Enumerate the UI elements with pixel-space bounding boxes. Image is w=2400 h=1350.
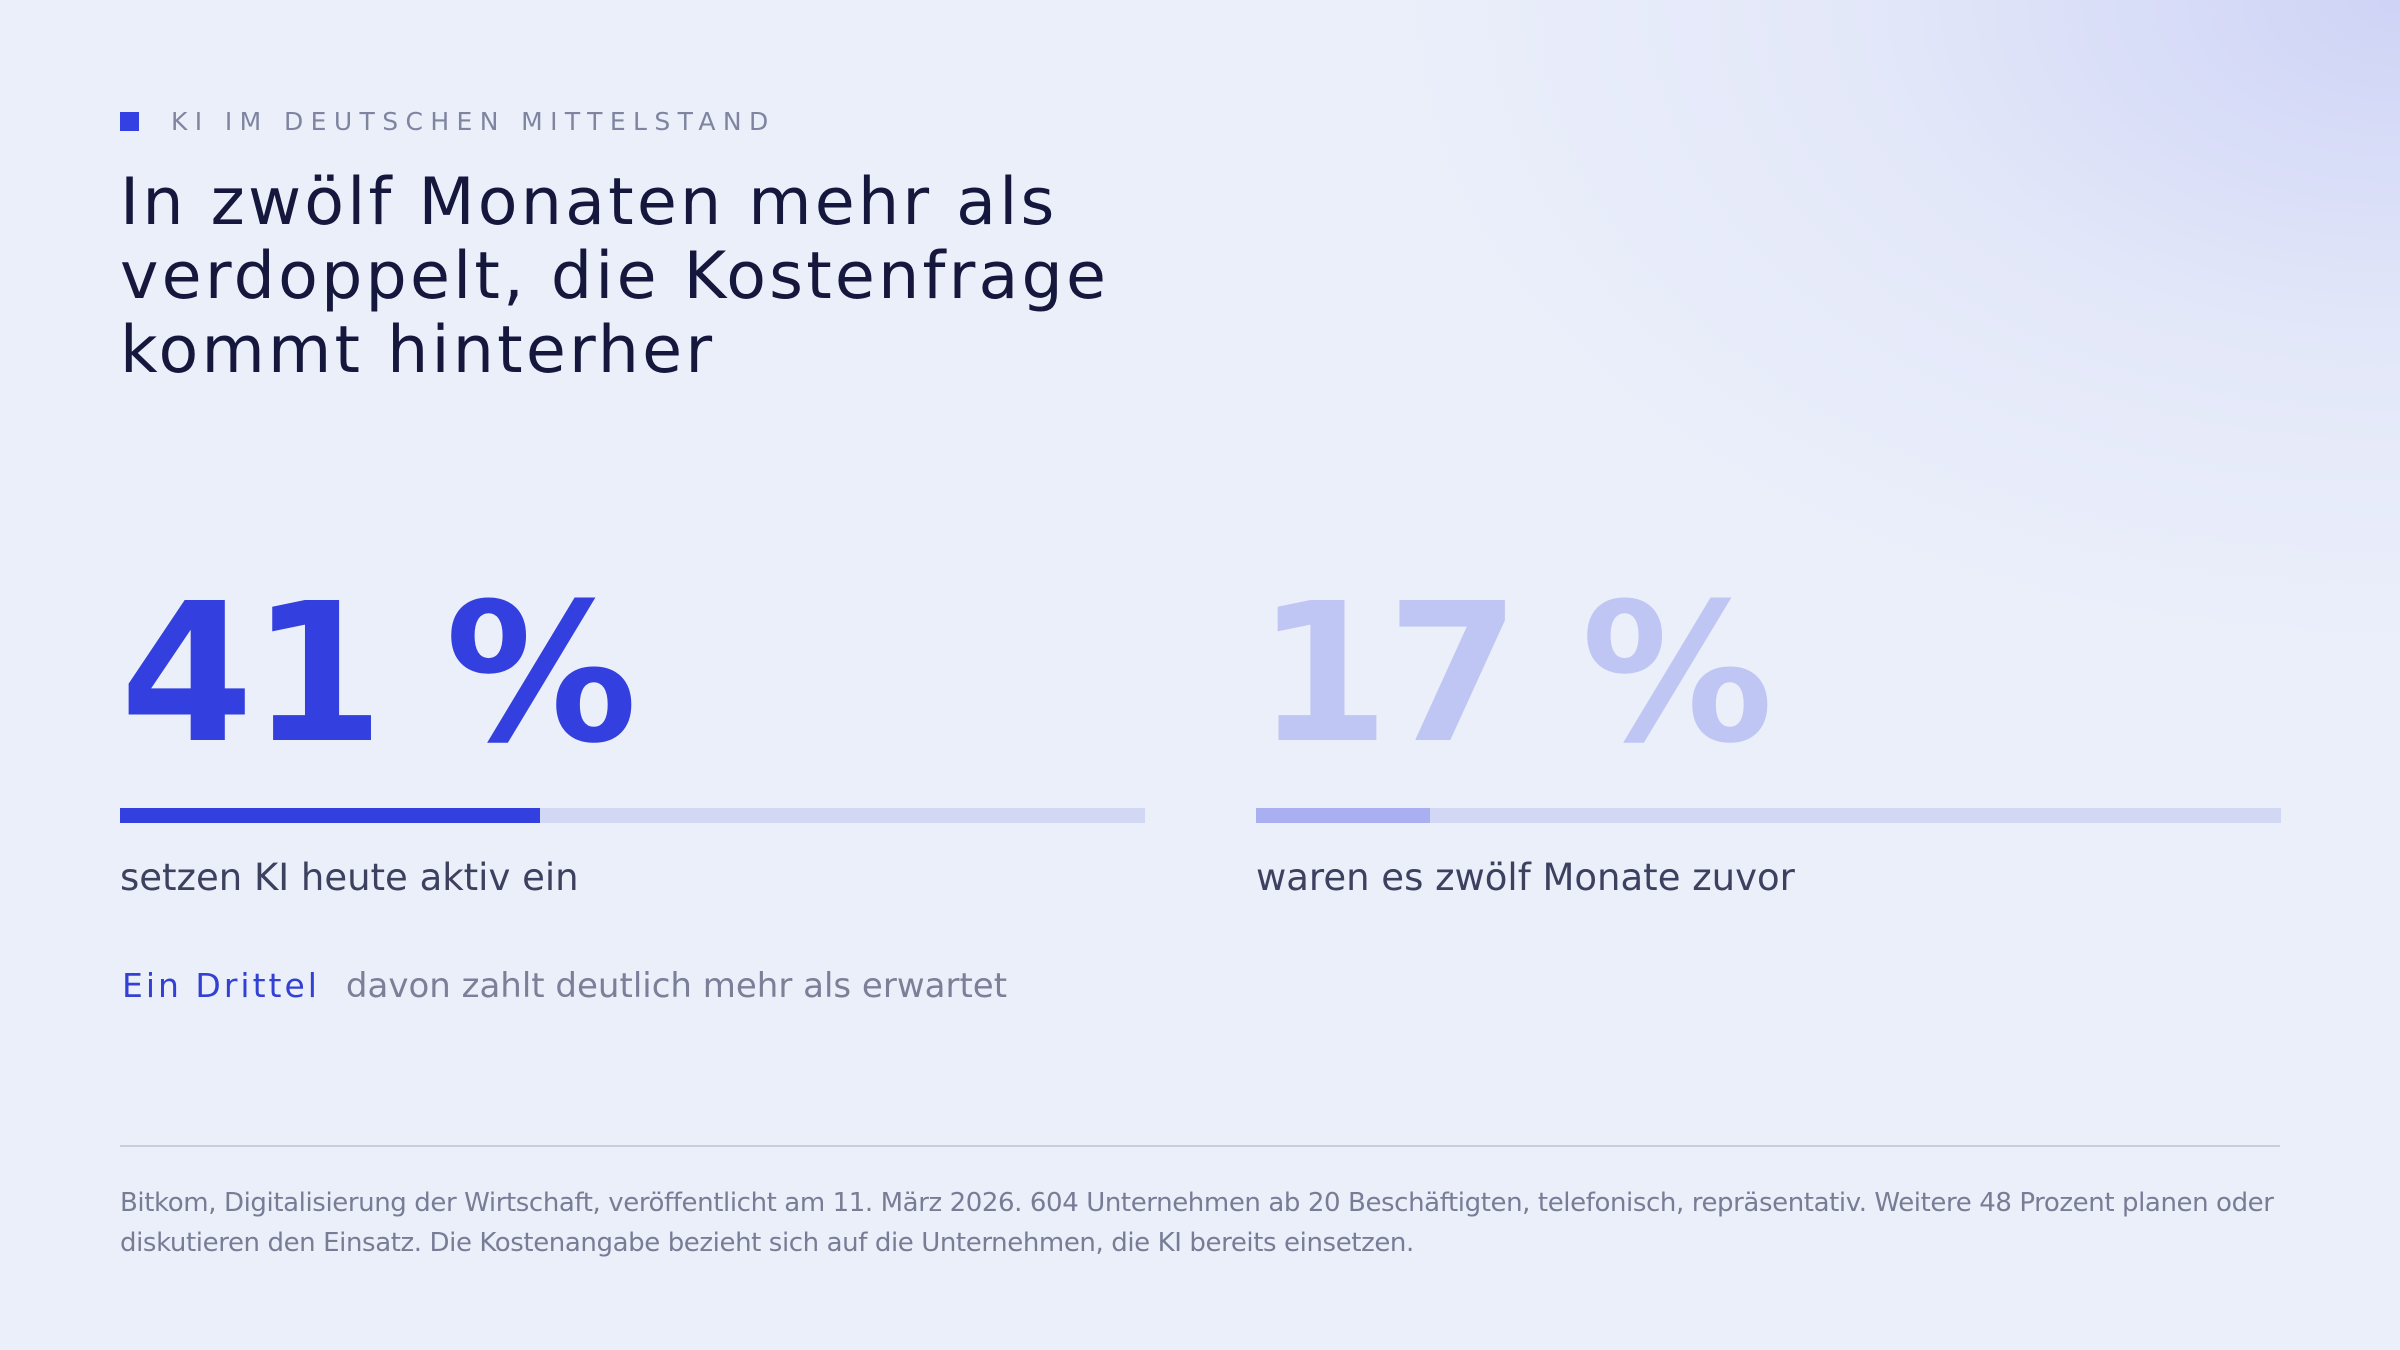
stat-current-bar-track [120, 808, 1145, 823]
cost-note-text: davon zahlt deutlich mehr als erwartet [345, 966, 1008, 1006]
source-note: Bitkom, Digitalisierung der Wirtschaft, … [120, 1188, 2274, 1258]
stat-previous-bar-fill [1256, 808, 1431, 823]
eyebrow: KI IM DEUTSCHEN MITTELSTAND [120, 104, 776, 138]
stat-current-label: setzen KI heute aktiv ein [120, 856, 579, 899]
stat-previous-value: 17 % [1256, 563, 1773, 786]
cost-note: Ein Drittel davon zahlt deutlich mehr al… [122, 966, 1007, 1006]
eyebrow-text: KI IM DEUTSCHEN MITTELSTAND [171, 106, 776, 136]
stat-previous-bar-track [1256, 808, 2281, 823]
stat-previous-label: waren es zwölf Monate zuvor [1256, 856, 1795, 899]
stat-current-value: 41 % [120, 563, 637, 786]
page-title: In zwölf Monaten mehr als verdoppelt, di… [120, 165, 1110, 388]
cost-note-highlight: Ein Drittel [122, 966, 320, 1005]
eyebrow-square-icon [120, 111, 139, 131]
divider [120, 1145, 2280, 1147]
stat-current-bar-fill [120, 808, 541, 823]
